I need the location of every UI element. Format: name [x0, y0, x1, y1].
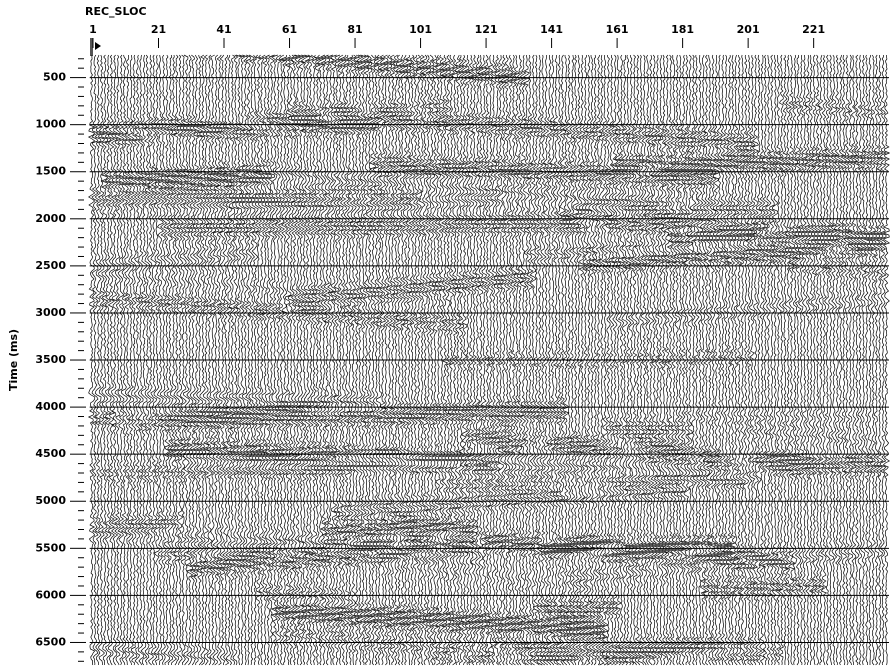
y-tick-label: 3500: [35, 353, 66, 366]
y-tick-label: 1500: [35, 165, 66, 178]
x-tick-label: 161: [606, 23, 629, 36]
x-tick-label: 21: [151, 23, 166, 36]
y-tick-label: 3000: [35, 306, 66, 319]
x-tick-label: 41: [216, 23, 231, 36]
y-tick-label: 500: [43, 71, 66, 84]
trace-marker: [90, 38, 93, 56]
y-tick-label: 4000: [35, 400, 66, 413]
y-tick-label: 1000: [35, 118, 66, 131]
trace-marker-arrow: [95, 42, 101, 50]
x-tick-label: 101: [409, 23, 432, 36]
y-tick-label: 4500: [35, 447, 66, 460]
y-tick-label: 6500: [35, 635, 66, 648]
y-tick-label: 5500: [35, 541, 66, 554]
x-tick-label: 201: [737, 23, 760, 36]
x-tick-label: 81: [347, 23, 362, 36]
x-tick-label: 181: [671, 23, 694, 36]
y-tick-label: 2500: [35, 259, 66, 272]
x-axis-label: REC_SLOC: [85, 5, 147, 18]
y-axis-label: Time (ms): [7, 329, 20, 391]
x-tick-label: 121: [475, 23, 498, 36]
x-tick-label: 61: [282, 23, 297, 36]
x-tick-label: 1: [89, 23, 97, 36]
y-tick-label: 6000: [35, 588, 66, 601]
y-tick-label: 5000: [35, 494, 66, 507]
x-tick-label: 221: [802, 23, 825, 36]
x-tick-label: 141: [540, 23, 563, 36]
y-tick-label: 2000: [35, 212, 66, 225]
